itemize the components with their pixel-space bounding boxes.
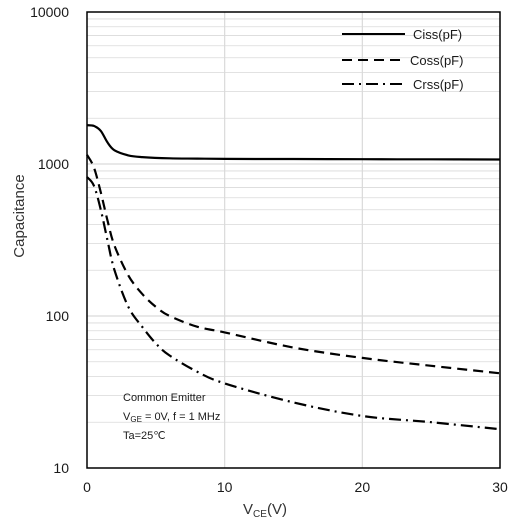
conditions-note: Common Emitter VGE = 0V, f = 1 MHz Ta=25… [123, 392, 220, 442]
legend-label-ciss: Ciss(pF) [413, 27, 462, 42]
x-axis-label-tail: (V) [267, 501, 287, 518]
note-line-3: Ta=25℃ [123, 430, 166, 442]
x-axis-label: VCE(V) [243, 501, 287, 520]
note-line-2-tail: = 0V, f = 1 MHz [142, 411, 220, 423]
note-line-2-main: V [123, 411, 131, 423]
y-tick-label: 10 [53, 460, 69, 476]
note-line-1: Common Emitter [123, 392, 206, 404]
x-axis-label-main: V [243, 501, 253, 518]
legend-label-coss: Coss(pF) [410, 53, 463, 68]
series-layer [86, 124, 501, 431]
y-tick-label: 100 [46, 308, 70, 324]
legend: Ciss(pF) Coss(pF) Crss(pF) [342, 27, 464, 92]
grid-layer [87, 12, 500, 468]
series-line-ciss-pf [86, 124, 501, 161]
x-tick-label: 20 [355, 479, 371, 495]
note-line-2-sub: GE [130, 415, 142, 424]
y-tick-label: 10000 [30, 4, 69, 20]
tick-layer: 10 100 1000 10000 0 10 20 30 [30, 4, 508, 495]
y-tick-label: 1000 [38, 156, 69, 172]
y-axis-label: Capacitance [11, 174, 28, 257]
plot-frame [86, 11, 501, 469]
series-line-crss-pf [86, 176, 501, 431]
note-line-2: VGE = 0V, f = 1 MHz [123, 411, 220, 424]
x-tick-label: 30 [492, 479, 508, 495]
x-tick-label: 0 [83, 479, 91, 495]
x-tick-label: 10 [217, 479, 233, 495]
series-line-coss-pf [86, 154, 501, 375]
x-axis-label-sub: CE [253, 509, 267, 520]
legend-label-crss: Crss(pF) [413, 77, 464, 92]
